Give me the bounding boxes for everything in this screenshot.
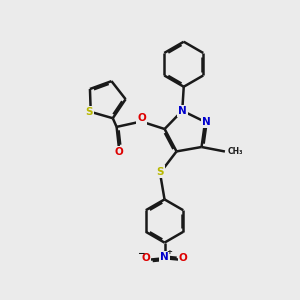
- Text: N: N: [178, 106, 187, 116]
- Text: −: −: [137, 249, 144, 258]
- Text: CH₃: CH₃: [227, 147, 243, 156]
- Text: O: O: [115, 147, 123, 157]
- Text: S: S: [156, 167, 164, 176]
- Text: N: N: [202, 117, 211, 127]
- Text: N: N: [160, 252, 169, 262]
- Text: O: O: [179, 253, 188, 263]
- Text: S: S: [85, 107, 93, 117]
- Text: +: +: [166, 249, 172, 255]
- Text: O: O: [142, 253, 150, 263]
- Text: O: O: [137, 113, 146, 124]
